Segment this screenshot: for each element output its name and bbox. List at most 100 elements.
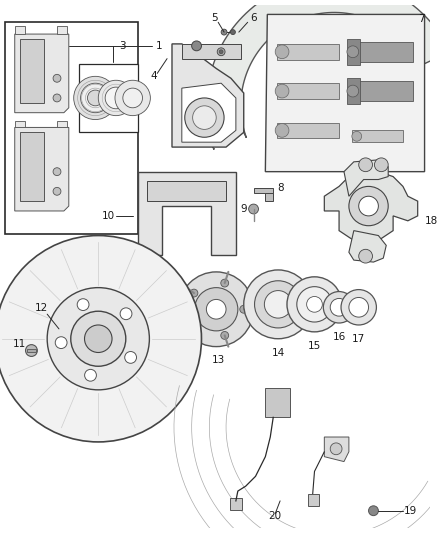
Circle shape <box>105 87 127 109</box>
Text: 15: 15 <box>308 341 321 351</box>
Text: 16: 16 <box>332 332 346 342</box>
Circle shape <box>275 84 289 98</box>
Circle shape <box>193 106 216 130</box>
Circle shape <box>275 45 289 59</box>
Circle shape <box>221 332 229 340</box>
Text: 12: 12 <box>35 303 48 313</box>
Circle shape <box>307 296 322 312</box>
Bar <box>230 498 242 510</box>
Polygon shape <box>265 14 424 172</box>
Polygon shape <box>15 26 25 34</box>
Circle shape <box>347 46 359 58</box>
Text: 4: 4 <box>150 71 157 82</box>
Text: 14: 14 <box>272 349 285 359</box>
Polygon shape <box>15 127 69 211</box>
Polygon shape <box>277 83 339 99</box>
Circle shape <box>123 88 142 108</box>
Circle shape <box>349 187 388 225</box>
Circle shape <box>0 236 201 442</box>
Circle shape <box>71 311 126 366</box>
Polygon shape <box>204 0 438 150</box>
Text: 1: 1 <box>156 41 162 51</box>
Circle shape <box>85 369 96 381</box>
Circle shape <box>352 131 362 141</box>
Polygon shape <box>324 437 349 462</box>
Circle shape <box>53 188 61 195</box>
Text: 8: 8 <box>277 183 283 193</box>
Circle shape <box>120 308 132 320</box>
Circle shape <box>53 75 61 82</box>
Circle shape <box>77 298 89 311</box>
Polygon shape <box>254 188 273 193</box>
Text: 7: 7 <box>418 14 424 25</box>
Circle shape <box>190 321 198 329</box>
Circle shape <box>254 281 302 328</box>
Polygon shape <box>57 120 67 127</box>
Polygon shape <box>148 182 226 201</box>
Circle shape <box>115 80 150 116</box>
Bar <box>79 63 138 132</box>
Text: 13: 13 <box>212 356 225 365</box>
Polygon shape <box>347 39 360 64</box>
Polygon shape <box>352 42 413 62</box>
Circle shape <box>179 272 254 346</box>
Circle shape <box>185 98 224 138</box>
Text: 17: 17 <box>352 334 365 344</box>
Circle shape <box>88 90 103 106</box>
Polygon shape <box>182 83 236 142</box>
Bar <box>307 494 319 506</box>
Polygon shape <box>138 172 236 255</box>
Circle shape <box>53 168 61 175</box>
Text: 18: 18 <box>424 216 438 226</box>
Polygon shape <box>344 160 388 196</box>
Polygon shape <box>347 78 360 104</box>
Circle shape <box>330 298 348 316</box>
Circle shape <box>221 29 227 35</box>
Circle shape <box>230 30 235 35</box>
Polygon shape <box>324 172 418 240</box>
Circle shape <box>192 41 201 51</box>
Circle shape <box>297 287 332 322</box>
Circle shape <box>275 124 289 138</box>
Circle shape <box>74 76 117 119</box>
Circle shape <box>349 297 368 317</box>
Circle shape <box>55 337 67 349</box>
Polygon shape <box>20 132 44 201</box>
Circle shape <box>190 289 198 297</box>
Circle shape <box>265 290 292 318</box>
Circle shape <box>287 277 342 332</box>
Text: 5: 5 <box>211 13 218 23</box>
Text: 11: 11 <box>13 338 26 349</box>
Bar <box>5 22 138 233</box>
Circle shape <box>249 204 258 214</box>
Circle shape <box>217 48 225 55</box>
Polygon shape <box>182 44 241 59</box>
Polygon shape <box>349 231 386 262</box>
Circle shape <box>81 83 110 112</box>
Polygon shape <box>20 39 44 103</box>
Circle shape <box>221 279 229 287</box>
Circle shape <box>98 80 134 116</box>
Polygon shape <box>15 34 69 112</box>
Polygon shape <box>27 349 36 352</box>
Text: 10: 10 <box>102 211 115 221</box>
Text: 9: 9 <box>240 204 247 214</box>
Polygon shape <box>277 44 339 60</box>
Circle shape <box>240 305 247 313</box>
Text: 6: 6 <box>250 13 257 23</box>
Text: 20: 20 <box>268 511 282 521</box>
Circle shape <box>359 158 372 172</box>
Circle shape <box>323 292 355 323</box>
Circle shape <box>330 443 342 455</box>
Circle shape <box>125 351 137 364</box>
Circle shape <box>85 325 112 352</box>
Circle shape <box>374 158 388 172</box>
Text: 3: 3 <box>120 41 126 51</box>
Circle shape <box>206 300 226 319</box>
Circle shape <box>347 85 359 97</box>
Circle shape <box>341 289 376 325</box>
Circle shape <box>359 249 372 263</box>
Circle shape <box>368 506 378 515</box>
Polygon shape <box>265 193 273 201</box>
Polygon shape <box>277 123 339 138</box>
